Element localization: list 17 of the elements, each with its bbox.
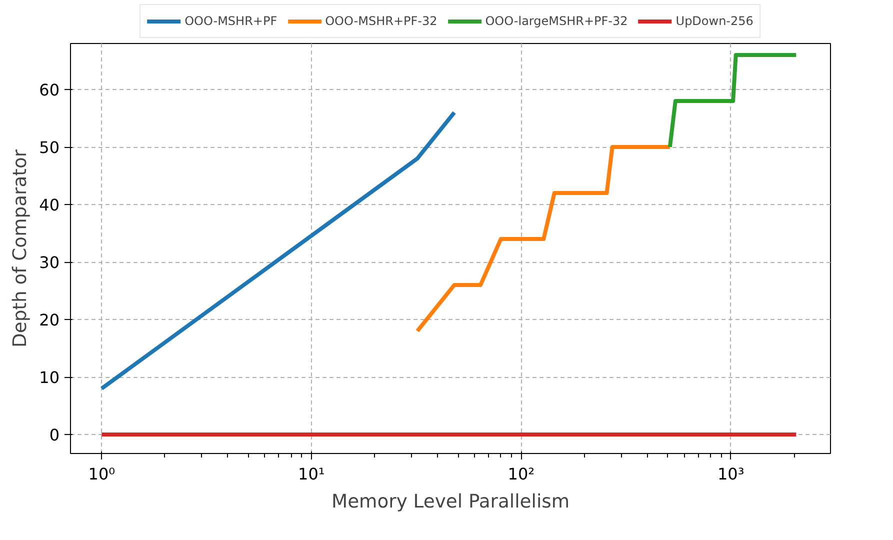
x-axis-title: Memory Level Parallelism [331,492,570,512]
x-tick-label: 10² [508,464,535,484]
y-tick-label: 40 [39,196,60,215]
y-tick-label: 30 [39,253,60,272]
legend-label: OOO-largeMSHR+PF-32 [485,14,628,28]
y-tick-label: 50 [39,138,60,158]
x-tick-label: 10³ [718,464,744,484]
legend-label: OOO-MSHR+PF-32 [325,14,438,28]
y-axis-title: Depth of Comparator [10,149,32,348]
y-tick-label: 0 [49,426,60,445]
y-tick-label: 60 [39,80,60,100]
legend-label: OOO-MSHR+PF [184,14,278,28]
legend-label: UpDown-256 [676,14,754,28]
y-tick-label: 10 [39,368,60,388]
x-tick-label: 10¹ [298,464,325,484]
y-tick-label: 20 [39,310,60,330]
x-tick-label: 10⁰ [88,464,116,484]
